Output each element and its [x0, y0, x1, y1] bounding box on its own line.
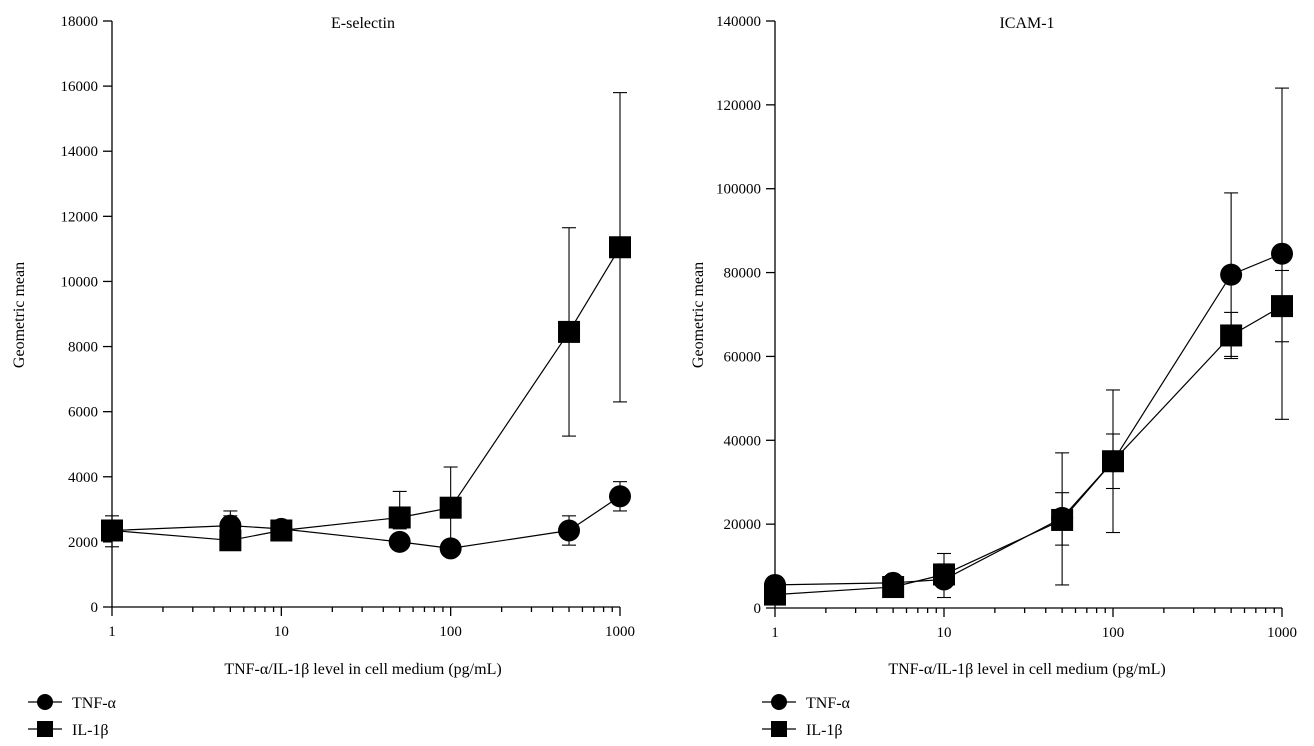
- chart-title: ICAM-1: [999, 15, 1054, 32]
- x-tick-label: 1: [771, 625, 779, 641]
- x-tick-label: 10: [274, 624, 289, 640]
- x-tick-label: 100: [1102, 625, 1125, 641]
- data-point: [882, 576, 905, 599]
- chart-panel-e-selectin: E-selectin Geometric mean TNF-α/IL-1β le…: [11, 14, 635, 739]
- y-tick-label: 120000: [716, 98, 761, 114]
- series-group: [101, 92, 631, 560]
- y-tick-label: 8000: [68, 340, 98, 356]
- data-point: [388, 506, 411, 529]
- legend-label-tnf: TNF-α: [72, 695, 117, 712]
- chart-panel-icam-1: ICAM-1 Geometric mean TNF-α/IL-1β level …: [690, 14, 1297, 739]
- data-point: [388, 530, 411, 553]
- legend-circle-marker: [37, 694, 53, 710]
- legend-circle-marker: [771, 694, 787, 710]
- y-tick-label: 16000: [61, 79, 99, 95]
- data-point: [270, 519, 293, 542]
- x-tick-label: 1: [108, 624, 116, 640]
- legend: TNF-α IL-1β: [762, 694, 851, 739]
- data-point: [609, 485, 631, 508]
- y-tick-label: 2000: [68, 535, 98, 551]
- x-tick-label: 100: [439, 624, 462, 640]
- data-point: [101, 519, 123, 542]
- data-point: [558, 320, 581, 343]
- chart-title: E-selectin: [331, 15, 395, 32]
- data-point: [1051, 508, 1074, 531]
- y-tick-label: 10000: [61, 274, 99, 290]
- series-il-1-beta: [101, 92, 631, 552]
- y-tick-label: 14000: [61, 144, 99, 160]
- data-point: [933, 563, 955, 586]
- x-tick-label: 1000: [605, 624, 635, 640]
- y-tick-label: 60000: [724, 349, 762, 365]
- y-tick-label: 100000: [716, 182, 761, 198]
- series-tnf-alpha: [764, 87, 1293, 599]
- legend-square-marker: [37, 721, 53, 737]
- data-point: [764, 583, 786, 606]
- y-tick-label: 12000: [61, 209, 99, 225]
- y-tick-label: 140000: [716, 14, 761, 30]
- data-point: [1102, 450, 1124, 473]
- legend-label-il1b: IL-1β: [72, 722, 109, 739]
- y-tick-label: 0: [91, 600, 99, 616]
- y-axis-label: Geometric mean: [690, 262, 707, 368]
- data-point: [1271, 242, 1293, 265]
- x-tick-label: 1000: [1267, 625, 1297, 641]
- data-point: [1271, 295, 1293, 318]
- series-il-1-beta: [764, 269, 1293, 606]
- y-tick-label: 80000: [724, 266, 762, 282]
- series-line: [111, 246, 621, 541]
- data-point: [1220, 263, 1243, 286]
- y-axis-label: Geometric mean: [11, 262, 28, 368]
- y-tick-label: 6000: [68, 405, 98, 421]
- series-group: [764, 87, 1293, 606]
- x-axis-label: TNF-α/IL-1β level in cell medium (pg/mL): [888, 661, 1165, 678]
- y-tick-label: 0: [754, 601, 762, 617]
- data-point: [219, 529, 242, 552]
- series-line: [774, 305, 1283, 596]
- series-tnf-alpha: [101, 481, 631, 560]
- axes: 0 20000 40000 60000 80000 100000 120000 140000 1…: [716, 14, 1297, 641]
- legend-label-il1b: IL-1β: [806, 722, 843, 739]
- legend: TNF-α IL-1β: [28, 694, 117, 739]
- axes: 0 2000 4000 6000 8000 10000 12000 14000 16000 180…: [61, 14, 636, 640]
- y-tick-label: 40000: [724, 433, 762, 449]
- series-line: [111, 495, 621, 550]
- y-tick-label: 20000: [724, 517, 762, 533]
- x-tick-label: 10: [937, 625, 952, 641]
- data-point: [609, 236, 631, 259]
- legend-square-marker: [771, 721, 787, 737]
- data-point: [1220, 324, 1243, 347]
- y-tick-label: 4000: [68, 470, 98, 486]
- legend-label-tnf: TNF-α: [806, 695, 851, 712]
- x-axis-label: TNF-α/IL-1β level in cell medium (pg/mL): [224, 661, 501, 678]
- data-point: [558, 519, 581, 542]
- data-point: [439, 496, 462, 519]
- y-tick-label: 18000: [61, 14, 99, 30]
